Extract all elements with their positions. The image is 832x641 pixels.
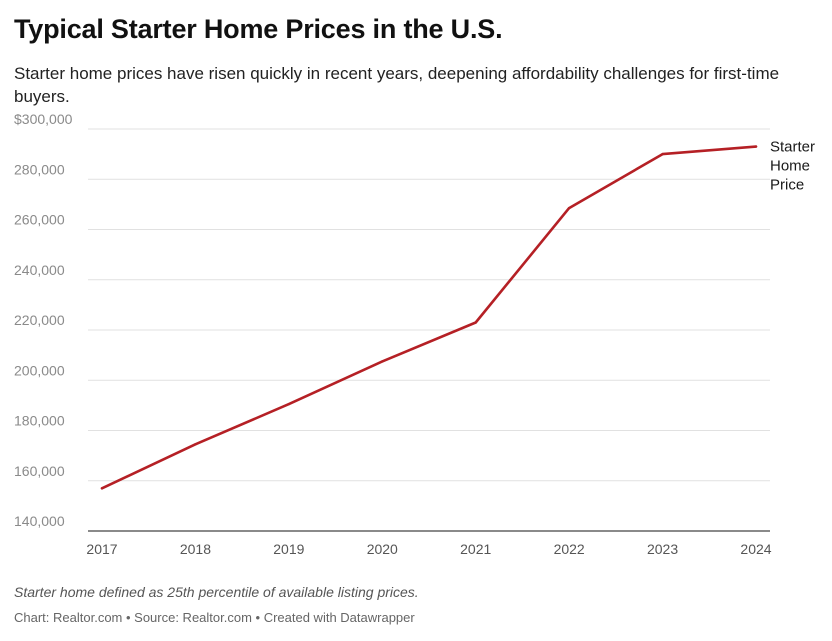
y-tick-label: 260,000 [14, 212, 65, 228]
series-label: Starter [770, 139, 815, 156]
series-layer [100, 145, 758, 490]
y-tick-label: 140,000 [14, 513, 65, 529]
y-axis-tick-labels: 140,000 160,000 180,000 200,000 220,000 240,0… [14, 111, 73, 529]
y-tick-label: $300,000 [14, 111, 73, 127]
data-point [100, 487, 104, 490]
x-axis-tick-labels: 2017 2018 2019 2020 2021 2022 2023 2024 [86, 541, 771, 557]
data-point [381, 360, 384, 363]
y-tick-label: 280,000 [14, 161, 65, 177]
x-tick-label: 2021 [460, 541, 491, 557]
chart-title: Typical Starter Home Prices in the U.S. [14, 14, 503, 44]
footnote: Starter home defined as 25th percentile … [14, 584, 419, 600]
data-point [474, 321, 477, 324]
x-tick-label: 2017 [86, 541, 117, 557]
data-point [754, 145, 758, 148]
data-point [287, 402, 291, 406]
y-tick-label: 160,000 [14, 463, 65, 479]
series-direct-labels: Starter Home Price [770, 139, 815, 194]
x-tick-label: 2019 [273, 541, 304, 557]
y-tick-label: 240,000 [14, 262, 65, 278]
x-tick-label: 2023 [647, 541, 678, 557]
x-tick-label: 2024 [740, 541, 771, 557]
x-tick-label: 2018 [180, 541, 211, 557]
y-tick-label: 200,000 [14, 362, 65, 378]
data-point [567, 206, 571, 210]
y-tick-label: 180,000 [14, 413, 65, 429]
gridlines [88, 128, 770, 532]
data-point [661, 152, 664, 156]
data-point [194, 443, 197, 446]
series-line [100, 145, 758, 490]
x-tick-label: 2022 [554, 541, 585, 557]
x-tick-label: 2020 [367, 541, 398, 557]
y-tick-label: 220,000 [14, 312, 65, 328]
series-label: Home [770, 158, 810, 175]
chart-subtitle: Starter home prices have risen quickly i… [14, 64, 780, 106]
series-label: Price [770, 177, 804, 194]
credits-line: Chart: Realtor.com • Source: Realtor.com… [14, 610, 415, 625]
